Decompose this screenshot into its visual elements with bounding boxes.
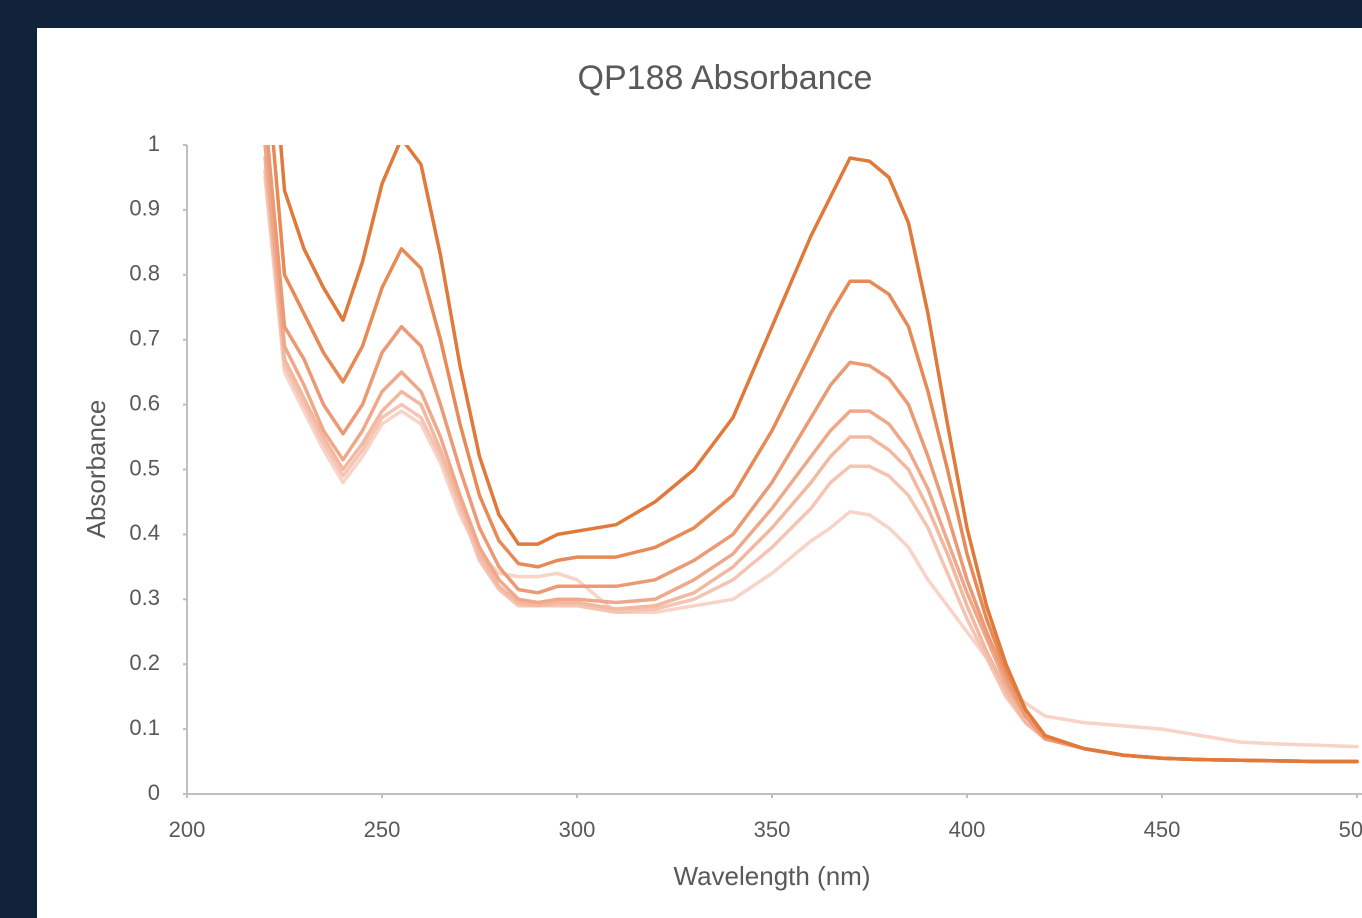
- x-axis-title: Wavelength (nm): [674, 861, 871, 891]
- x-tick-label: 350: [754, 817, 791, 842]
- x-tick-label: 450: [1144, 817, 1181, 842]
- x-tick-label: 300: [559, 817, 596, 842]
- y-tick-label: 0: [148, 780, 160, 805]
- y-tick-label: 0.8: [129, 261, 160, 286]
- y-axis-title: Absorbance: [81, 400, 111, 539]
- data-line: [279, 145, 1359, 764]
- y-tick-label: 0.5: [129, 455, 160, 480]
- y-tick-label: 1: [148, 131, 160, 156]
- y-tick-label: 0.7: [129, 326, 160, 351]
- x-tick-label: 500: [1339, 817, 1362, 842]
- plot-area: [263, 145, 1359, 764]
- x-tick-label: 250: [364, 817, 401, 842]
- y-tick-label: 0.2: [129, 650, 160, 675]
- y-tick-label: 0.4: [129, 520, 160, 545]
- y-tick-label: 0.9: [129, 196, 160, 221]
- x-tick-label: 400: [949, 817, 986, 842]
- data-line: [263, 175, 1359, 749]
- y-tick-label: 0.1: [129, 715, 160, 740]
- y-tick-label: 0.3: [129, 585, 160, 610]
- chart-title: QP188 Absorbance: [578, 59, 873, 97]
- chart-panel: [37, 28, 1362, 918]
- y-tick-label: 0.6: [129, 390, 160, 415]
- x-tick-label: 200: [169, 817, 206, 842]
